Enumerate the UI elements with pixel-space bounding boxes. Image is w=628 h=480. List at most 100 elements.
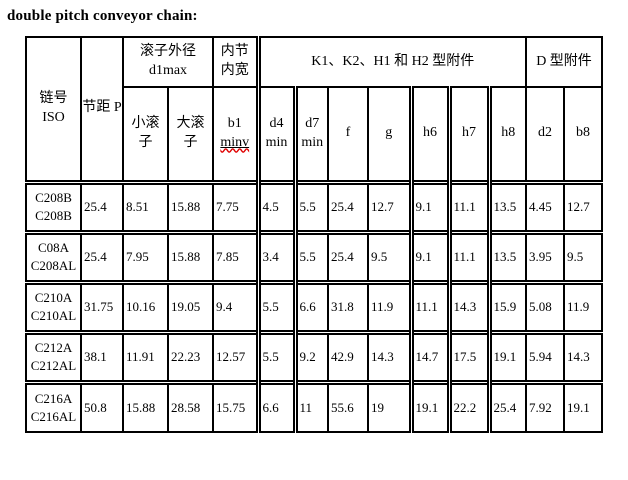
chain-number-cell: C212A C212AL <box>25 329 82 383</box>
chain-number-cell: C208B C208B <box>25 179 82 233</box>
table-cell: 19.1 <box>563 379 603 433</box>
table-cell: 11.91 <box>122 329 169 383</box>
table-cell: 13.5 <box>486 229 527 283</box>
table-cell: 42.9 <box>327 329 369 383</box>
table-cell: 9.1 <box>408 229 450 283</box>
table-cell: 28.58 <box>167 379 214 433</box>
header-d-attachments: D 型附件 <box>525 36 603 88</box>
header-d4-line1: d4 <box>269 115 284 131</box>
header-row-2: 小滚 子 大滚 子 b1 minv d4 min d7 min f g h6 h… <box>26 86 603 183</box>
table-cell: 7.92 <box>525 379 565 433</box>
header-g-label: g <box>385 125 393 141</box>
table-cell: 12.7 <box>367 179 412 233</box>
chain-line2: C212AL <box>30 358 77 373</box>
table-row-c212a: C212A C212AL 38.1 11.91 22.23 12.57 5.5 9… <box>25 329 603 383</box>
header-h8-label: h8 <box>501 125 516 141</box>
header-big-roller: 大滚 子 <box>167 86 214 183</box>
table-cell: 10.16 <box>122 279 169 333</box>
table-cell: 3.4 <box>255 229 296 283</box>
table-cell: 15.75 <box>212 379 259 433</box>
table-cell: 19.1 <box>486 329 527 383</box>
header-f-label: f <box>345 125 351 141</box>
table-cell: 14.3 <box>563 329 603 383</box>
chain-line1: C212A <box>34 340 73 356</box>
header-small-roller: 小滚 子 <box>122 86 169 183</box>
header-row-1: 链号 ISO 节距 P 滚子外径 d1max 内节 内宽 K1、K2、H1 和 … <box>25 36 603 183</box>
table-cell: 3.95 <box>525 229 565 283</box>
header-b8-label: b8 <box>576 125 590 141</box>
table-cell: 25.4 <box>327 229 369 283</box>
chain-line1: C210A <box>34 290 73 306</box>
header-big-roller-line1: 大滚 <box>176 115 205 131</box>
header-d7-line1: d7 <box>305 115 320 131</box>
table-cell: 9.2 <box>292 329 329 383</box>
table-cell: 7.75 <box>212 179 259 233</box>
table-cell: 8.51 <box>122 179 169 233</box>
chain-number-cell: C216A C216AL <box>25 379 82 433</box>
header-d7-min: d7 min <box>292 86 329 183</box>
table-cell: 9.1 <box>408 179 450 233</box>
table-cell: 22.2 <box>446 379 490 433</box>
table-cell: 25.4 <box>80 229 124 283</box>
chain-line1: C216A <box>34 391 73 407</box>
header-d4-min: d4 min <box>255 86 296 183</box>
header-pitch: 节距 P <box>80 36 124 183</box>
table-cell: 11.9 <box>367 279 412 333</box>
table-cell: 19.1 <box>408 379 450 433</box>
chain-line2: C210AL <box>30 308 77 323</box>
table-cell: 9.5 <box>367 229 412 283</box>
table-cell: 12.57 <box>212 329 259 383</box>
header-h6-label: h6 <box>423 125 437 141</box>
table-cell: 25.4 <box>327 179 369 233</box>
table-cell: 15.9 <box>486 279 527 333</box>
header-inner-width: 内节 内宽 <box>212 36 259 88</box>
table-cell: 9.5 <box>563 229 603 283</box>
table-cell: 7.85 <box>212 229 259 283</box>
table-cell: 5.5 <box>292 179 329 233</box>
header-d2-label: d2 <box>538 125 552 141</box>
header-k-attachments-label: K1、K2、H1 和 H2 型附件 <box>311 53 475 69</box>
table-cell: 25.4 <box>80 179 124 233</box>
table-cell: 7.95 <box>122 229 169 283</box>
header-k-attachments: K1、K2、H1 和 H2 型附件 <box>255 36 527 88</box>
table-cell: 19.05 <box>167 279 214 333</box>
header-b1-line1: b1 <box>227 115 242 131</box>
header-b1-min: b1 minv <box>212 86 259 183</box>
table-cell: 17.5 <box>446 329 490 383</box>
header-d7-line2: min <box>301 134 324 150</box>
table-cell: 38.1 <box>80 329 124 383</box>
table-cell: 11.1 <box>446 229 490 283</box>
table-cell: 5.5 <box>255 279 296 333</box>
header-f: f <box>327 86 369 183</box>
header-b1-line2: minv <box>220 134 250 150</box>
chain-line1: C08A <box>37 240 70 256</box>
header-pitch-label: 节距 P <box>82 100 122 116</box>
table-cell: 11.1 <box>446 179 490 233</box>
header-d4-line2: min <box>265 134 288 150</box>
table-cell: 5.08 <box>525 279 565 333</box>
table-cell: 11.1 <box>408 279 450 333</box>
header-big-roller-line2: 子 <box>183 134 198 150</box>
table-cell: 6.6 <box>255 379 296 433</box>
table-row-c216a: C216A C216AL 50.8 15.88 28.58 15.75 6.6 1… <box>25 379 603 433</box>
table-cell: 11.9 <box>563 279 603 333</box>
header-small-roller-line1: 小滚 <box>131 115 160 131</box>
table-cell: 12.7 <box>563 179 603 233</box>
table-row-c208a: C08A C208AL 25.4 7.95 15.88 7.85 3.4 5.5 … <box>25 229 603 283</box>
header-h8: h8 <box>486 86 527 183</box>
table-cell: 5.5 <box>292 229 329 283</box>
chain-line2: C208B <box>35 208 72 223</box>
table-cell: 13.5 <box>486 179 527 233</box>
table-cell: 4.5 <box>255 179 296 233</box>
header-roller-od-line2: d1max <box>148 63 188 78</box>
table-cell: 4.45 <box>525 179 565 233</box>
table-cell: 22.23 <box>167 329 214 383</box>
table-cell: 55.6 <box>327 379 369 433</box>
table-cell: 31.8 <box>327 279 369 333</box>
table-cell: 11 <box>292 379 329 433</box>
document-title: double pitch conveyor chain: <box>7 8 198 24</box>
table-cell: 50.8 <box>80 379 124 433</box>
chain-line2: C216AL <box>30 408 77 424</box>
chain-number-cell: C08A C208AL <box>25 229 82 283</box>
header-small-roller-line2: 子 <box>138 134 153 150</box>
